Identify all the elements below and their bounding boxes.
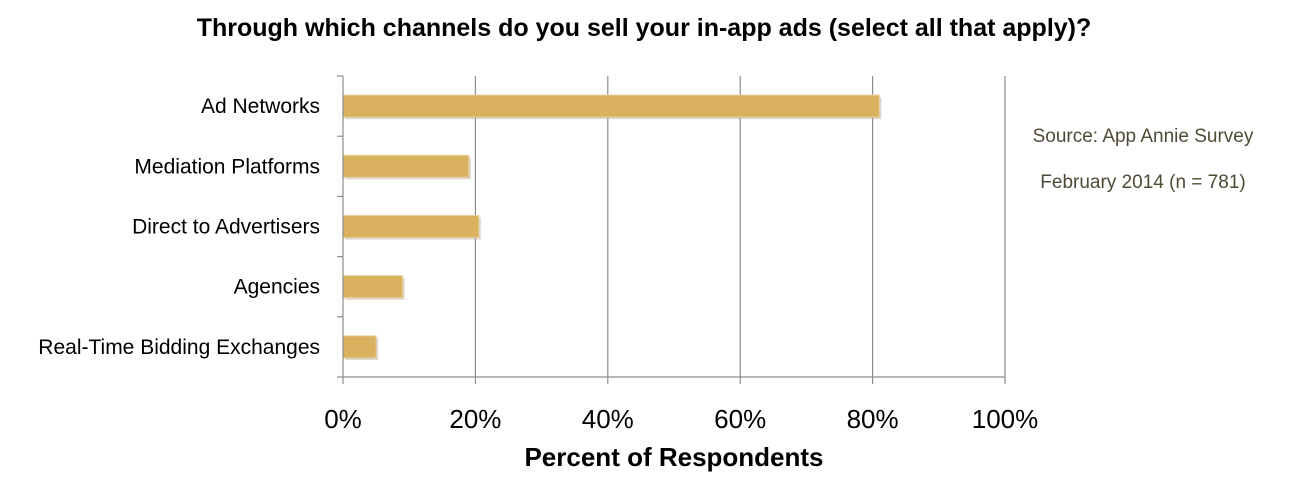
category-label: Mediation Platforms: [134, 155, 320, 178]
category-label: Ad Networks: [201, 95, 320, 118]
bar: [342, 215, 480, 238]
x-tick-label: 100%: [972, 404, 1039, 434]
x-tick-label: 0%: [324, 404, 362, 434]
bar: [342, 335, 377, 359]
chart-title: Through which channels do you sell your …: [197, 14, 1092, 42]
bar: [342, 94, 880, 118]
x-tick-label: 60%: [714, 404, 766, 434]
bar: [342, 154, 470, 178]
x-tick-label: 40%: [582, 404, 634, 434]
category-labels: Ad Networks Mediation Platforms Direct to …: [38, 95, 320, 359]
category-label: Direct to Advertisers: [132, 216, 320, 239]
source-note-line2: February 2014 (n = 781): [1040, 172, 1245, 193]
bar: [342, 275, 404, 299]
source-note-line1: Source: App Annie Survey: [1033, 126, 1254, 147]
x-tick-label: 80%: [847, 404, 899, 434]
bars: [342, 94, 882, 360]
category-label: Real-Time Bidding Exchanges: [38, 336, 320, 359]
axes: [337, 75, 1006, 384]
x-tick-label: 20%: [449, 404, 501, 434]
x-axis-title: Percent of Respondents: [524, 442, 823, 472]
category-label: Agencies: [234, 276, 320, 299]
x-tick-labels: 0% 20% 40% 60% 80% 100%: [324, 404, 1038, 434]
grid-lines: [474, 76, 1006, 377]
